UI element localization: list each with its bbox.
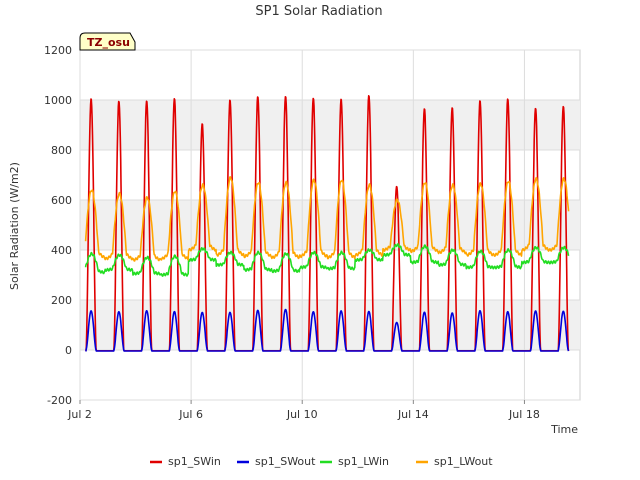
series-line-sp1-lwin [84, 243, 570, 277]
x-tick-label: Jul 2 [67, 408, 92, 421]
legend-item: sp1_SWin [150, 455, 221, 468]
grid-band [80, 100, 580, 150]
y-tick-label: 800 [51, 144, 72, 157]
y-axis-label: Solar Radiation (W/m2) [8, 162, 21, 290]
series-line-sp1-lwout [84, 176, 570, 262]
x-tick-label: Jul 14 [397, 408, 429, 421]
legend: sp1_SWin sp1_SWout sp1_LWin sp1_LWout [150, 455, 493, 468]
y-tick-label: 400 [51, 244, 72, 257]
legend-label: sp1_LWin [338, 455, 389, 468]
chart-title: SP1 Solar Radiation [255, 4, 382, 19]
x-axis-label: Time [550, 423, 578, 436]
legend-item: sp1_LWout [416, 455, 493, 468]
grid-band [80, 300, 580, 350]
y-axis-ticks: -200 0 200 400 600 800 1000 1200 [44, 44, 72, 407]
y-tick-label: -200 [47, 394, 72, 407]
x-tick-label: Jul 18 [508, 408, 540, 421]
y-tick-label: 0 [65, 344, 72, 357]
tz-badge-label: TZ_osu [87, 36, 130, 49]
x-tick-label: Jul 10 [286, 408, 318, 421]
y-tick-label: 200 [51, 294, 72, 307]
legend-label: sp1_SWout [255, 455, 316, 468]
legend-item: sp1_SWout [237, 455, 316, 468]
y-tick-label: 1000 [44, 94, 72, 107]
x-tick-label: Jul 6 [178, 408, 203, 421]
plot-background [79, 49, 581, 401]
y-tick-label: 600 [51, 194, 72, 207]
legend-item: sp1_LWin [320, 455, 389, 468]
legend-label: sp1_LWout [434, 455, 493, 468]
tz-badge-box [79, 32, 136, 51]
x-axis-ticks: Jul 2 Jul 6 Jul 10 Jul 14 Jul 18 [67, 400, 540, 421]
tz-badge: TZ_osu [79, 32, 136, 51]
y-tick-label: 1200 [44, 44, 72, 57]
grid-lines [79, 49, 580, 401]
legend-label: sp1_SWin [168, 455, 221, 468]
grid-band [80, 200, 580, 250]
series-line-sp1-swout [85, 308, 570, 352]
series-lines [84, 95, 570, 352]
